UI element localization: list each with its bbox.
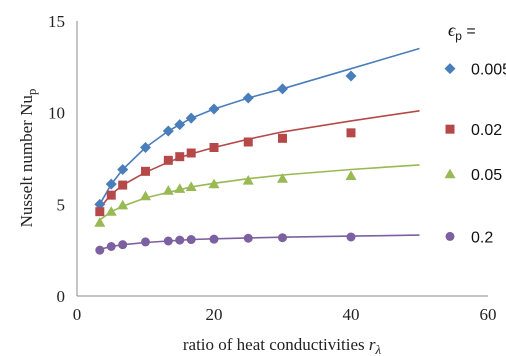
data-point: [95, 245, 105, 255]
data-point: [445, 231, 455, 241]
data-point: [186, 235, 196, 245]
data-markers: [94, 63, 456, 255]
data-point: [208, 103, 220, 115]
data-point: [117, 164, 129, 175]
data-point: [277, 83, 288, 95]
data-point: [243, 233, 253, 243]
x-tick-label: 20: [206, 305, 223, 324]
data-point: [208, 178, 220, 189]
data-point: [278, 133, 287, 143]
data-point: [444, 63, 456, 75]
data-point: [140, 142, 151, 153]
data-point: [444, 168, 456, 179]
data-point: [346, 128, 356, 138]
data-point: [242, 92, 254, 104]
data-point: [118, 180, 128, 190]
data-point: [163, 236, 173, 246]
data-point: [141, 237, 150, 247]
data-point: [106, 242, 116, 251]
data-point: [162, 125, 174, 137]
y-tick-label: 5: [57, 195, 66, 214]
y-tick-labels: 0 5 10 15: [48, 12, 65, 306]
y-tick-label: 10: [48, 104, 65, 123]
data-point: [118, 240, 128, 250]
x-tick-label: 60: [480, 305, 497, 324]
data-point: [185, 181, 197, 192]
data-point: [186, 148, 196, 158]
data-point: [175, 152, 185, 162]
x-tick-label: 40: [343, 305, 360, 324]
data-point: [140, 190, 151, 201]
legend-title: ϵp =: [448, 20, 476, 43]
data-point: [243, 137, 253, 147]
data-point: [105, 178, 117, 190]
data-point: [185, 112, 197, 124]
x-tick-labels: 0 20 40 60: [73, 305, 497, 324]
legend-label: 0.005: [471, 62, 506, 79]
legend-label: 0.2: [471, 229, 493, 246]
data-point: [346, 232, 356, 242]
data-point: [209, 143, 219, 152]
data-point: [163, 155, 173, 165]
fit-line-0.02: [99, 110, 420, 209]
y-axis-title: Nusselt number Nup: [17, 89, 39, 228]
data-point: [94, 217, 106, 227]
data-point: [162, 185, 174, 195]
legend-label: 0.02: [471, 122, 502, 139]
legend-label: 0.05: [471, 167, 502, 184]
data-point: [445, 124, 455, 134]
legend: 0.005 0.02 0.05 0.2: [471, 62, 506, 247]
data-point: [175, 235, 185, 245]
data-point: [174, 183, 186, 193]
x-tick-label: 0: [73, 305, 82, 324]
fit-line-0.005: [99, 47, 420, 205]
y-tick-label: 15: [48, 12, 65, 31]
data-point: [345, 70, 357, 82]
data-point: [106, 190, 116, 200]
data-point: [278, 233, 287, 243]
data-point: [277, 173, 288, 183]
data-point: [95, 207, 105, 217]
data-point: [141, 166, 150, 176]
data-point: [242, 175, 254, 185]
data-point: [94, 198, 106, 210]
data-point: [117, 199, 129, 210]
data-point: [345, 170, 357, 181]
data-point: [209, 234, 219, 244]
x-axis-title: ratio of heat conductivities rλ: [183, 335, 382, 356]
data-point: [174, 119, 186, 131]
data-point: [105, 206, 117, 216]
y-tick-label: 0: [57, 287, 66, 306]
